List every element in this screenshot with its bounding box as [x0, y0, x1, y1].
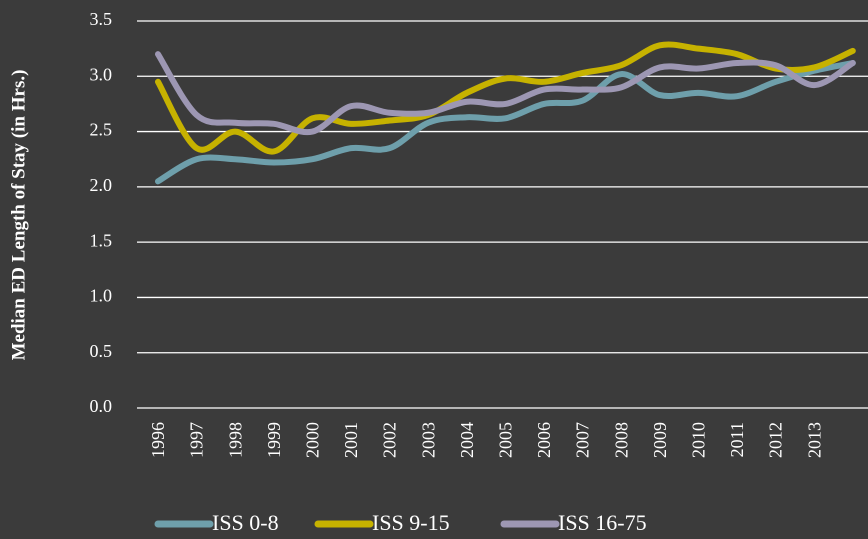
x-tick-label: 1998	[225, 422, 245, 458]
x-tick-label: 2010	[689, 422, 709, 458]
x-tick-label: 2008	[611, 422, 631, 458]
x-tick-label: 1996	[148, 422, 168, 458]
x-tick-label: 2012	[766, 422, 786, 458]
y-axis-label: Median ED Length of Stay (in Hrs.)	[8, 70, 29, 361]
y-tick-label: 0.5	[90, 341, 113, 361]
x-tick-label: 2006	[534, 422, 554, 458]
x-tick-label: 2001	[341, 422, 361, 458]
y-tick-label: 3.5	[90, 9, 113, 29]
legend-label: ISS 0-8	[212, 510, 279, 535]
x-tick-label: 2004	[457, 422, 477, 458]
x-tick-label: 1999	[264, 422, 284, 458]
x-tick-label: 2007	[573, 422, 593, 458]
y-tick-label: 2.5	[90, 120, 113, 140]
y-tick-label: 1.5	[90, 230, 113, 250]
series-line	[155, 41, 856, 155]
series-line	[155, 60, 856, 185]
x-tick-label: 2011	[727, 422, 747, 457]
y-tick-label: 3.0	[90, 64, 113, 84]
legend-label: ISS 9-15	[372, 510, 450, 535]
x-tick-label: 2003	[418, 422, 438, 458]
x-tick-label: 1997	[187, 422, 207, 458]
x-tick-label: 2005	[496, 422, 516, 458]
series-line	[155, 51, 856, 136]
x-tick-label: 2009	[650, 422, 670, 458]
x-tick-label: 2013	[804, 422, 824, 458]
legend-label: ISS 16-75	[558, 510, 647, 535]
x-tick-label: 2000	[303, 422, 323, 458]
x-tick-label: 2002	[380, 422, 400, 458]
y-tick-label: 1.0	[90, 286, 113, 306]
y-tick-label: 0.0	[90, 396, 113, 416]
y-tick-label: 2.0	[90, 175, 113, 195]
